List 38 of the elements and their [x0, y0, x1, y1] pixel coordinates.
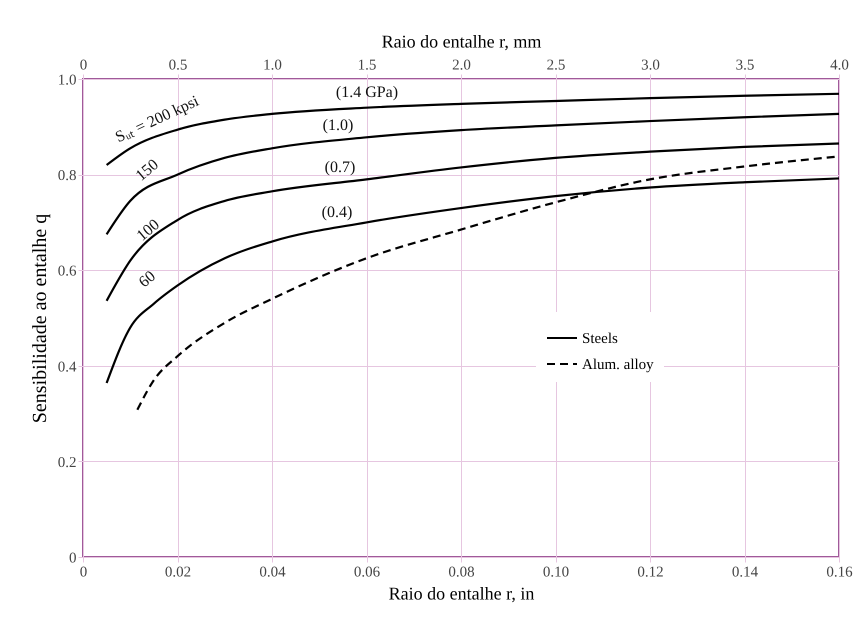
y-tick-label: 0 [69, 550, 76, 566]
x-tick-label: 0.14 [732, 564, 759, 580]
x2-tick-label: 1.5 [358, 58, 376, 74]
x-tick-label: 0.12 [637, 564, 664, 580]
annotation: 100 [134, 216, 163, 245]
x-tick-label: 0.04 [259, 564, 286, 580]
x-tick-label: 0 [80, 564, 88, 580]
x-tick-label: 0.02 [164, 564, 192, 580]
x2-tick-label: 3.0 [641, 58, 660, 74]
x-axis-title: Raio do entalhe r, in [388, 584, 534, 604]
y-tick-label: 1.0 [58, 72, 76, 88]
line-series [106, 142, 840, 302]
annotation: (0.4) [322, 204, 352, 221]
x2-tick-label: 0 [80, 58, 88, 74]
annotation: (0.7) [324, 159, 356, 176]
x2-tick-label: 2.5 [546, 58, 566, 74]
y-tick-label: 0.4 [58, 359, 77, 376]
annotation: (1.0) [322, 117, 354, 134]
y-axis-title: Sensibilidade ao entalhe q [28, 214, 51, 424]
x-tick-label: 0.06 [354, 564, 381, 580]
annotation: 60 [136, 268, 159, 292]
x2-tick-label: 3.5 [736, 58, 754, 74]
y-tick-label: 0.8 [58, 168, 76, 184]
x-tick-label: 0.08 [448, 564, 475, 580]
x2-tick-label: 4.0 [830, 58, 849, 74]
y-tick-label: 0.6 [58, 264, 77, 280]
x2-tick-label: 0.5 [168, 58, 188, 74]
y-tick-label: 0.2 [58, 454, 76, 471]
x-tick-label: 0.10 [542, 564, 570, 580]
legend-label: Alum. alloy [582, 357, 654, 373]
x2-tick-label: 2.0 [452, 58, 471, 74]
x2-axis-title: Raio do entalhe r, mm [382, 32, 542, 52]
annotation: (1.4 GPa) [336, 84, 398, 101]
annotation: 150 [132, 156, 162, 185]
x-tick-label: 0.16 [826, 564, 854, 580]
annotation: Sᵤₜ = 200 kpsi [112, 92, 202, 146]
legend-label: Steels [582, 331, 618, 347]
x2-tick-label: 1.0 [263, 58, 282, 74]
